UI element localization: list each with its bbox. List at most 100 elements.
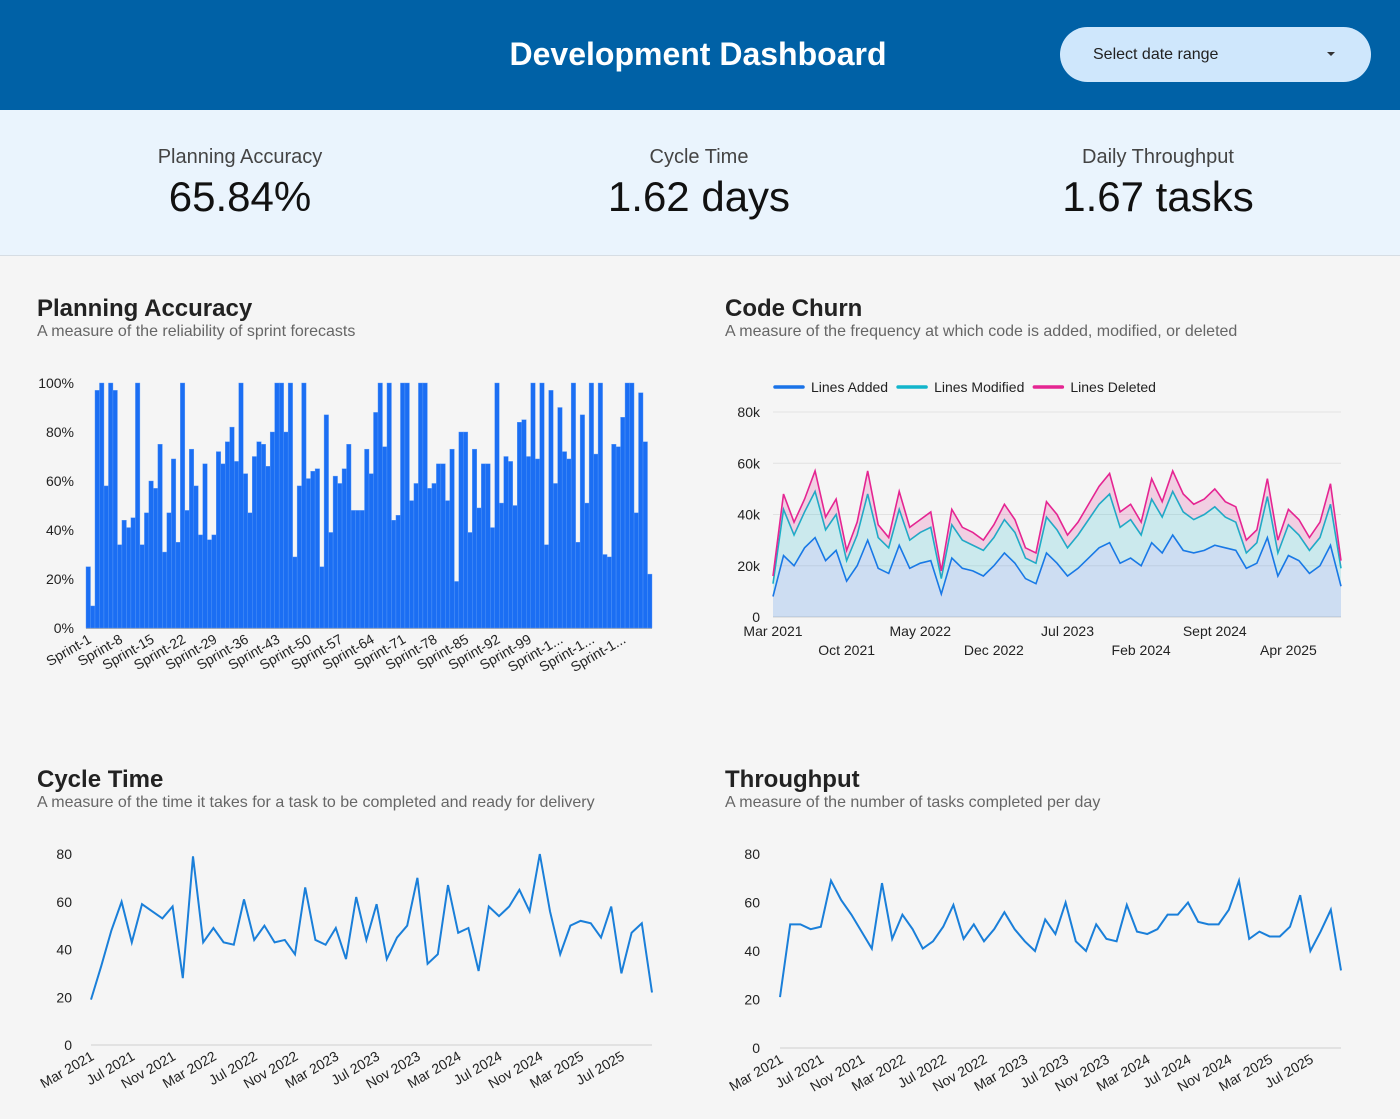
date-range-picker[interactable]: Select date range <box>1060 27 1371 82</box>
bar <box>620 417 626 629</box>
bar <box>588 382 594 629</box>
bar <box>526 456 531 629</box>
dashboard-title: Development Dashboard <box>509 36 887 72</box>
bar <box>99 382 105 629</box>
bar <box>85 566 91 629</box>
bar <box>238 382 244 629</box>
bar <box>243 473 248 629</box>
y-tick-label: 0 <box>752 1040 760 1056</box>
bar <box>499 502 504 629</box>
chart-title: Planning Accuracy <box>37 295 253 322</box>
bar <box>202 463 208 629</box>
bar <box>355 510 361 629</box>
bar <box>440 463 446 629</box>
bar <box>121 520 127 629</box>
bar <box>395 515 401 629</box>
bar <box>153 488 159 629</box>
bar <box>265 466 271 629</box>
bar <box>252 456 257 629</box>
bar <box>413 483 419 629</box>
bar <box>373 412 379 629</box>
dropdown-caret <box>1327 52 1335 56</box>
chart-subtitle: A measure of the time it takes for a tas… <box>37 794 595 811</box>
bar <box>467 532 473 629</box>
bar <box>287 382 293 629</box>
date-range-label: Select date range <box>1093 46 1219 63</box>
area-line <box>772 533 1342 597</box>
bar <box>112 390 118 629</box>
x-tick-label: Feb 2024 <box>1112 642 1171 658</box>
y-tick-label: 0 <box>752 609 760 625</box>
x-tick-label: May 2022 <box>890 623 952 639</box>
area-line <box>772 489 1342 584</box>
chart-subtitle: A measure of the reliability of sprint f… <box>37 323 355 340</box>
bar <box>404 382 410 629</box>
bar <box>633 512 639 629</box>
bar <box>126 527 132 629</box>
bar <box>171 458 177 629</box>
bar <box>139 544 145 629</box>
bar <box>593 453 599 629</box>
bar <box>584 502 590 629</box>
y-tick-label: 80k <box>737 404 761 420</box>
kpi-band: Planning Accuracy 65.84% Cycle Time 1.62… <box>0 110 1400 256</box>
kpi: Daily Throughput 1.67 tasks <box>958 146 1358 221</box>
bar <box>400 382 406 629</box>
bar <box>570 382 576 629</box>
bar <box>341 468 347 629</box>
bar <box>225 441 230 629</box>
bar <box>494 382 500 629</box>
bar <box>427 488 433 629</box>
bar <box>234 461 239 629</box>
y-tick-label: 60% <box>46 473 74 489</box>
bar <box>220 463 226 629</box>
bar <box>180 382 186 629</box>
bar <box>579 414 585 629</box>
bar <box>422 382 428 629</box>
bar <box>175 542 181 629</box>
bar <box>552 483 558 629</box>
bar <box>350 510 356 629</box>
bar <box>184 510 190 629</box>
bar <box>539 382 545 629</box>
y-tick-label: 60 <box>56 894 72 910</box>
bar <box>319 566 325 629</box>
y-tick-label: 100% <box>38 375 74 391</box>
kpi-label: Planning Accuracy <box>157 146 323 168</box>
bar <box>602 554 608 629</box>
bar <box>269 431 275 629</box>
bar <box>90 605 96 629</box>
bar <box>301 382 307 629</box>
bar <box>382 446 388 629</box>
bar <box>521 419 527 629</box>
chart-title: Throughput <box>725 766 860 793</box>
bar <box>157 444 163 629</box>
x-tick-label: Mar 2021 <box>37 1048 96 1092</box>
y-tick-label: 60k <box>737 455 761 471</box>
bar <box>368 473 374 629</box>
bar <box>517 422 522 629</box>
bar <box>216 451 221 629</box>
bar <box>328 532 334 629</box>
bar <box>503 456 509 629</box>
bar <box>166 512 172 629</box>
bar <box>229 426 235 629</box>
bar <box>278 382 284 629</box>
bar <box>359 510 365 629</box>
bar <box>512 505 518 629</box>
y-tick-label: 20 <box>56 989 72 1005</box>
bar <box>476 507 482 629</box>
line-series <box>90 853 653 1000</box>
bar <box>638 392 644 629</box>
bar <box>346 444 352 629</box>
bar <box>135 382 141 629</box>
kpi: Cycle Time 1.62 days <box>499 146 899 221</box>
area-line <box>772 468 1342 577</box>
bar <box>148 480 154 629</box>
bar <box>323 414 329 629</box>
kpi-value: 65.84% <box>168 173 312 220</box>
y-tick-label: 0 <box>64 1037 72 1053</box>
